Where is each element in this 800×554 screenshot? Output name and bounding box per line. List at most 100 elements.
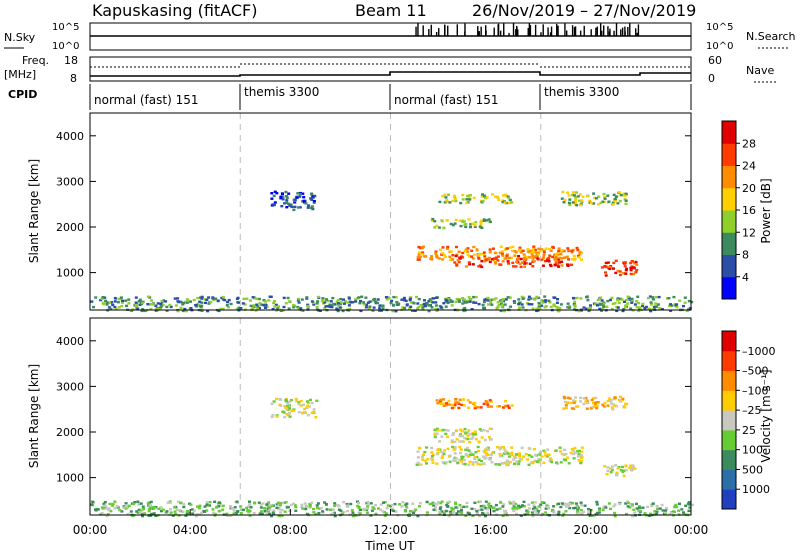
velocity-echo-cell	[142, 507, 145, 511]
velocity-echo-cell	[257, 501, 261, 504]
power-echo-cell	[200, 301, 204, 304]
power-echo-cell	[273, 201, 277, 204]
velocity-echo-cell	[106, 513, 110, 516]
power-echo-cell	[168, 303, 172, 307]
power-echo-cell	[685, 309, 689, 313]
velocity-echo-cell	[602, 405, 606, 408]
power-echo-cell	[630, 301, 634, 304]
power-echo-cell	[633, 262, 637, 265]
velocity-echo-cell	[477, 500, 481, 504]
power-echo-cell	[463, 301, 467, 304]
velocity-echo-cell	[438, 507, 442, 510]
velocity-echo-cell	[280, 514, 284, 517]
power-echo-cell	[258, 306, 261, 310]
velocity-echo-cell	[303, 407, 307, 411]
power-echo-cell	[423, 299, 426, 302]
velocity-echo-cell	[571, 399, 575, 402]
velocity-echo-cell	[680, 508, 684, 511]
velocity-echo-cell	[430, 502, 434, 505]
power-echo-cell	[599, 303, 603, 306]
power-echo-cell	[578, 252, 582, 256]
velocity-echo-cell	[495, 446, 499, 449]
power-echo-cell	[109, 307, 113, 311]
velocity-echo-cell	[203, 505, 207, 508]
power-echo-cell	[579, 297, 583, 300]
power-echo-cell	[138, 298, 142, 301]
velocity-echo-cell	[265, 503, 269, 506]
power-echo-cell	[623, 194, 627, 198]
power-echo-cell	[637, 309, 641, 313]
velocity-echo-cell	[91, 501, 95, 504]
velocity-echo-cell	[303, 411, 306, 414]
power-echo-cell	[442, 302, 446, 305]
power-echo-cell	[417, 253, 421, 256]
power-echo-cell	[652, 305, 656, 309]
velocity-echo-cell	[530, 501, 534, 504]
power-echo-cell	[491, 193, 494, 196]
velocity-echo-cell	[411, 509, 415, 513]
power-echo-cell	[274, 303, 278, 307]
power-echo-cell	[173, 297, 177, 300]
velocity-echo-cell	[312, 408, 316, 411]
velocity-echo-cell	[129, 510, 133, 513]
power-echo-cell	[472, 245, 476, 249]
velocity-echo-cell	[557, 502, 561, 505]
velocity-echo-cell	[212, 511, 216, 515]
velocity-echo-cell	[601, 508, 605, 512]
velocity-echo-cell	[272, 509, 276, 512]
power-echo-cell	[416, 302, 420, 305]
power-echo-cell	[347, 297, 351, 300]
velocity-echo-cell	[421, 458, 425, 461]
power-echo-cell	[121, 301, 124, 304]
velocity-echo-cell	[510, 404, 514, 407]
velocity-echo-cell	[374, 512, 378, 516]
velocity-echo-cell	[579, 512, 583, 515]
power-echo-cell	[312, 200, 316, 203]
power-echo-cell	[264, 306, 267, 309]
power-echo-cell	[270, 197, 274, 200]
power-echo-cell	[494, 297, 498, 300]
power-echo-cell	[465, 301, 469, 304]
velocity-echo-cell	[271, 504, 275, 508]
power-echo-cell	[159, 305, 163, 308]
power-echo-cell	[293, 201, 297, 204]
velocity-echo-cell	[441, 402, 445, 405]
power-echo-cell	[616, 297, 620, 300]
velocity-echo-cell	[462, 398, 466, 401]
power-echo-cell	[543, 300, 547, 304]
velocity-echo-cell	[102, 502, 106, 506]
velocity-echo-cell	[632, 508, 636, 511]
velocity-echo-cell	[566, 396, 570, 399]
power-echo-cell	[304, 202, 308, 205]
power-echo-cell	[251, 307, 255, 310]
time-tick-label: 08:00	[273, 523, 308, 537]
velocity-echo-cell	[533, 501, 537, 504]
power-echo-cell	[557, 257, 561, 260]
power-echo-cell	[463, 307, 467, 310]
power-echo-cell	[325, 298, 329, 301]
velocity-echo-cell	[591, 402, 595, 405]
power-echo-cell	[589, 306, 592, 310]
velocity-echo-cell	[426, 458, 430, 461]
velocity-echo-cell	[438, 440, 441, 443]
power-echo-cell	[117, 306, 121, 309]
velocity-colorbar-swatch	[722, 390, 736, 411]
power-echo-cell	[623, 265, 627, 268]
velocity-echo-cell	[111, 502, 115, 506]
velocity-echo-cell	[173, 510, 177, 513]
power-echo-cell	[536, 253, 540, 256]
velocity-echo-cell	[467, 463, 471, 466]
power-echo-cell	[559, 303, 563, 306]
power-echo-cell	[615, 306, 619, 309]
velocity-echo-cell	[568, 397, 572, 400]
velocity-echo-cell	[674, 503, 678, 507]
power-echo-cell	[599, 296, 603, 299]
power-echo-cell	[531, 255, 535, 258]
velocity-echo-cell	[305, 406, 309, 410]
velocity-echo-cell	[304, 507, 308, 511]
velocity-echo-cell	[205, 501, 209, 504]
velocity-echo-cell	[154, 514, 158, 518]
velocity-echo-cell	[445, 402, 449, 405]
velocity-echo-cell	[448, 500, 452, 503]
date-range: 26/Nov/2019 – 27/Nov/2019	[472, 1, 696, 20]
